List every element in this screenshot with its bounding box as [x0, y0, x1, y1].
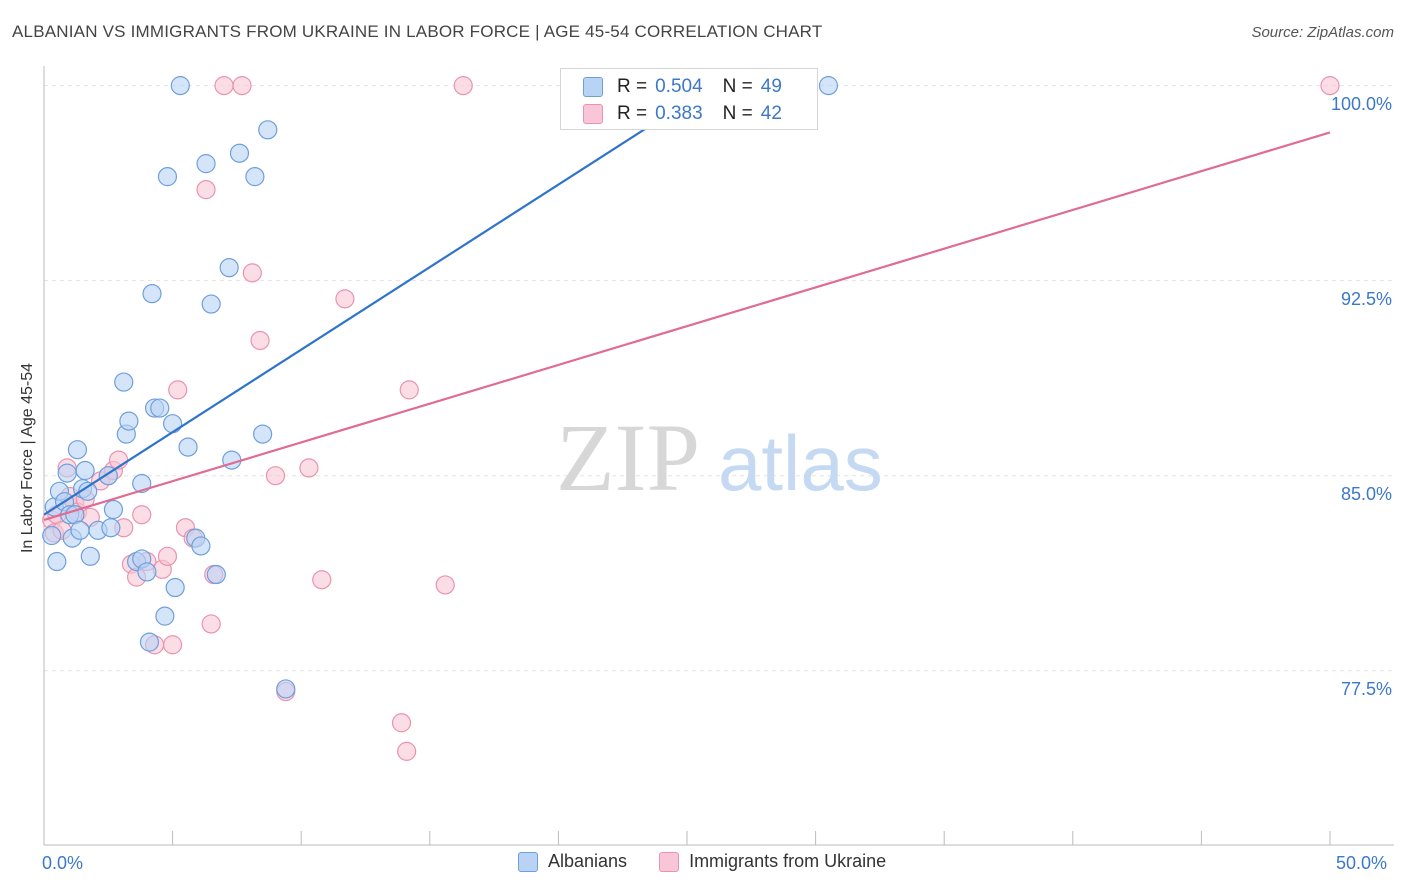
albanian-point — [206, 564, 226, 585]
ukraine-point — [201, 614, 221, 634]
ukraine-trend-line — [43, 131, 1331, 521]
albanian-point — [196, 154, 216, 174]
ukraine-point — [250, 330, 270, 351]
albanian-point — [67, 440, 88, 460]
albanian-point — [170, 76, 190, 96]
legend-item-albanians[interactable]: Albanians — [518, 851, 627, 872]
legend-row-ukraine: R = 0.383 N = 42 — [583, 101, 782, 127]
ukraine-point — [391, 713, 412, 733]
albanians-trend-line — [43, 84, 714, 516]
y-tick-label: 77.5% — [1340, 678, 1392, 699]
r-value-albanians: 0.504 — [655, 76, 703, 97]
ukraine-point — [435, 575, 455, 595]
y-tick-label: 85.0% — [1340, 483, 1392, 504]
albanian-point — [229, 143, 250, 163]
r-value-ukraine: 0.383 — [655, 103, 703, 124]
x-tick-label-max: 50.0% — [1336, 853, 1388, 873]
legend-row-albanians: R = 0.504 N = 49 — [583, 74, 782, 100]
ukraine-point — [335, 289, 355, 309]
albanian-point — [119, 411, 139, 431]
y-tick-label: 92.5% — [1340, 288, 1392, 309]
albanian-point — [155, 606, 175, 626]
ukraine-point — [214, 76, 234, 96]
ukraine-point — [399, 380, 419, 400]
ukraine-point — [168, 380, 188, 400]
albanian-point — [201, 294, 221, 314]
watermark-zip: ZIP — [556, 404, 700, 511]
source-credit: Source: ZipAtlas.com — [1251, 24, 1394, 41]
legend-label-albanians: Albanians — [548, 851, 628, 871]
ukraine-point — [132, 505, 152, 525]
albanian-point — [103, 499, 124, 520]
albanian-point — [258, 120, 278, 140]
albanian-point — [75, 460, 95, 481]
albanian-point — [47, 551, 67, 572]
r-label: R = — [617, 103, 648, 124]
n-label: N = — [722, 103, 753, 124]
ukraine-point — [397, 741, 417, 761]
albanian-point — [163, 414, 183, 434]
albanians-swatch — [583, 77, 603, 97]
ukraine-point — [163, 635, 183, 655]
correlation-legend: R = 0.504 N = 49 R = 0.383 N = 42 — [560, 68, 818, 130]
albanian-point — [137, 562, 157, 582]
albanian-point — [276, 679, 296, 699]
y-tick-label: 100.0% — [1330, 93, 1392, 114]
ukraine-point — [157, 546, 178, 566]
r-label: R = — [617, 76, 648, 97]
chart-title: ALBANIAN VS IMMIGRANTS FROM UKRAINE IN L… — [12, 22, 823, 41]
albanian-point — [57, 463, 77, 483]
ukraine-point — [1320, 76, 1340, 96]
albanian-points — [42, 76, 839, 699]
x-tick-label-min: 0.0% — [42, 853, 84, 873]
albanian-point — [42, 525, 62, 546]
n-value-albanians: 49 — [760, 76, 782, 97]
albanian-point — [219, 258, 239, 278]
albanian-point — [80, 546, 100, 566]
axes — [43, 66, 1394, 846]
albanian-point — [245, 167, 265, 187]
trend-lines — [43, 84, 1331, 521]
n-label: N = — [722, 76, 753, 97]
legend-item-ukraine[interactable]: Immigrants from Ukraine — [659, 851, 886, 872]
albanian-point — [150, 398, 170, 418]
ukraine-swatch — [583, 104, 603, 124]
albanian-point — [165, 577, 185, 598]
albanian-point — [191, 536, 211, 556]
legend-label-ukraine: Immigrants from Ukraine — [689, 851, 887, 871]
ukraine-point — [265, 466, 286, 486]
ukraine-point — [453, 76, 473, 96]
albanian-point — [70, 520, 90, 540]
albanian-point — [114, 372, 134, 392]
albanian-point — [253, 424, 273, 444]
albanians-legend-swatch — [518, 851, 538, 872]
ukraine-point — [196, 180, 216, 200]
ukraine-point — [299, 458, 319, 478]
albanian-point — [101, 518, 121, 538]
watermark-atlas: atlas — [718, 419, 883, 507]
albanian-point — [157, 167, 178, 187]
albanian-point — [818, 76, 839, 96]
watermark: ZIP atlas — [556, 404, 883, 511]
albanian-point — [142, 284, 162, 304]
ukraine-point — [242, 263, 262, 283]
albanian-point — [178, 437, 198, 457]
albanian-point — [222, 450, 242, 470]
series-legend: Albanians Immigrants from Ukraine — [518, 851, 918, 872]
n-value-ukraine: 42 — [760, 103, 782, 124]
ukraine-legend-swatch — [659, 851, 680, 872]
ukraine-point — [232, 76, 252, 96]
ukraine-point — [312, 570, 332, 590]
albanian-point — [139, 632, 160, 652]
